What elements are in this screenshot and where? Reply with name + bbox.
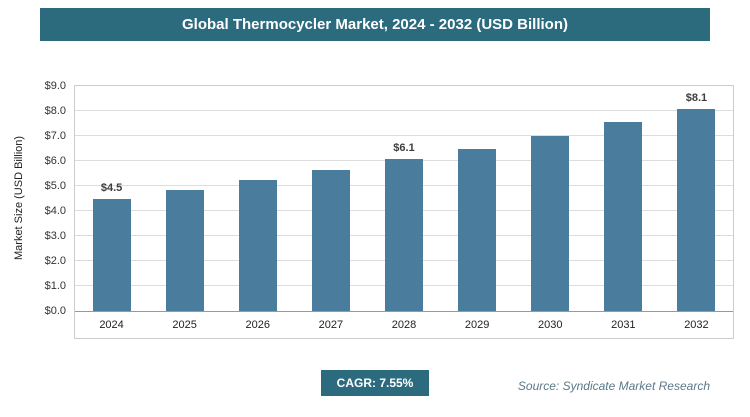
bar-slot: $4.5 xyxy=(75,86,148,311)
bar-2031 xyxy=(604,122,643,311)
y-tick-label: $1.0 xyxy=(44,280,66,292)
bar-value-label: $8.1 xyxy=(685,91,708,104)
plot-area: $0.0 $1.0 $2.0 $3.0 $4.0 $5.0 $6.0 $7.0 $8.0 $9.0… xyxy=(45,80,733,317)
bar-2029 xyxy=(458,148,497,311)
bar-slot: $6.1 xyxy=(367,86,440,311)
x-tick-label: 2025 xyxy=(172,319,197,331)
bar-2032 xyxy=(677,108,716,311)
chart-title: Global Thermocycler Market, 2024 - 2032 … xyxy=(182,16,568,33)
bar-slot: $8.1 xyxy=(660,86,733,311)
chart-box: $0.0 $1.0 $2.0 $3.0 $4.0 $5.0 $6.0 $7.0 $8.0 $9.0… xyxy=(45,80,734,339)
x-tick-label: 2030 xyxy=(537,319,563,331)
x-tick-label: 2032 xyxy=(684,319,709,331)
bar-2027 xyxy=(311,169,350,311)
bar-slot xyxy=(587,86,660,311)
bar-2024 xyxy=(92,198,131,311)
cagr-badge: CAGR: 7.55% xyxy=(320,370,430,396)
y-tick-label: $6.0 xyxy=(44,155,66,168)
x-tick-label: 2027 xyxy=(318,319,344,331)
bar-2025 xyxy=(165,189,204,311)
bar-2030 xyxy=(531,136,570,311)
y-tick-label: $7.0 xyxy=(44,130,66,142)
y-tick-label: $3.0 xyxy=(44,230,66,243)
bar-slot xyxy=(148,86,221,311)
bar-value-label: $6.1 xyxy=(393,141,415,154)
gridline xyxy=(75,110,733,111)
y-tick-label: $0.0 xyxy=(44,305,66,317)
bar-series: $4.5 $6.1 $8.1 xyxy=(75,86,733,311)
bar-slot xyxy=(221,86,294,311)
x-tick-label: 2026 xyxy=(245,319,271,331)
y-tick-label: $4.0 xyxy=(44,205,66,217)
bar-slot xyxy=(514,86,587,311)
chart-area: Market Size (USD Billion) $0.0 $1.0 $2.0 $3… xyxy=(10,80,734,339)
x-axis-labels: 2024 2025 2026 2027 2028 2029 2030 2031 2032 xyxy=(75,311,733,338)
source-attribution: Source: Syndicate Market Research xyxy=(517,379,710,393)
bar-2028 xyxy=(384,158,423,311)
y-tick-label: $8.0 xyxy=(44,105,66,117)
bar-slot xyxy=(294,86,367,311)
bar-2026 xyxy=(238,179,277,311)
y-axis-title: Market Size (USD Billion) xyxy=(13,135,25,260)
x-tick-label: 2024 xyxy=(99,319,124,331)
y-tick-label: $9.0 xyxy=(44,80,66,92)
bar-value-label: $4.5 xyxy=(100,181,123,194)
x-tick-label: 2029 xyxy=(464,319,490,331)
chart-title-banner: Global Thermocycler Market, 2024 - 2032 … xyxy=(40,8,710,41)
y-tick-label: $2.0 xyxy=(44,255,66,267)
x-tick-label: 2031 xyxy=(611,319,636,331)
gridline xyxy=(75,135,733,136)
y-tick-label: $5.0 xyxy=(44,180,66,192)
x-tick-label: 2028 xyxy=(391,319,417,331)
chart-footer: CAGR: 7.55% Source: Syndicate Market Res… xyxy=(40,369,710,397)
bar-slot xyxy=(441,86,514,311)
